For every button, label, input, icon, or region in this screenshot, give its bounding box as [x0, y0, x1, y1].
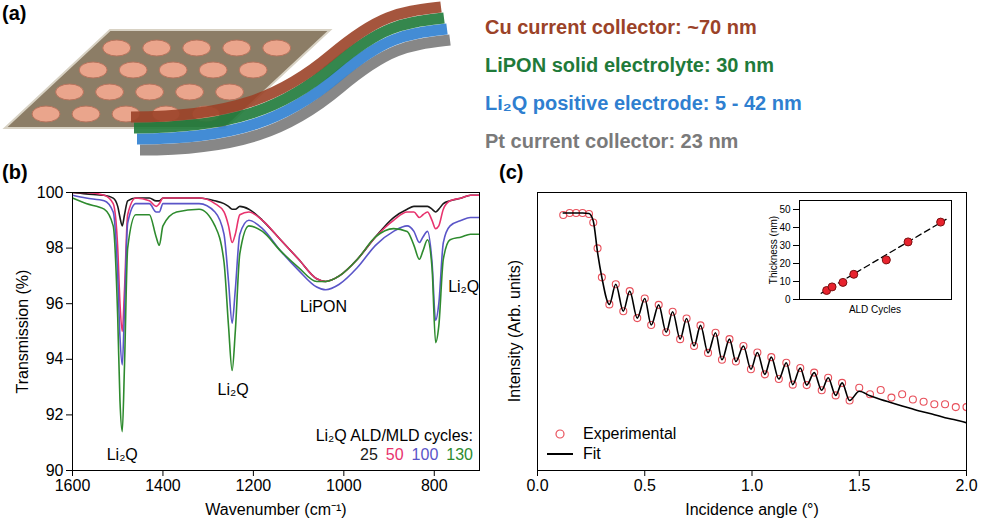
html-text:25: 25: [360, 446, 378, 463]
svg-text:100: 100: [37, 184, 64, 201]
svg-text:1.0: 1.0: [741, 477, 763, 494]
svg-text:800: 800: [421, 477, 448, 494]
html-text:Fit: Fit: [583, 445, 601, 462]
html-text:50: 50: [385, 446, 404, 463]
svg-text:40: 40: [779, 222, 791, 233]
svg-text:Wavenumber (cm⁻¹): Wavenumber (cm⁻¹): [205, 501, 346, 518]
svg-text:96: 96: [46, 295, 64, 312]
html-text:(c): (c): [499, 161, 524, 183]
svg-text:92: 92: [46, 406, 64, 423]
html-text:(b): (b): [2, 161, 28, 183]
html-text:Intensity (Arb. units): Intensity (Arb. units): [506, 259, 523, 403]
svg-text:10: 10: [779, 276, 791, 287]
svg-text:2.0: 2.0: [955, 477, 977, 494]
svg-text:1000: 1000: [326, 477, 362, 494]
html-text:130: 130: [446, 446, 473, 463]
svg-text:1.5: 1.5: [848, 477, 870, 494]
svg-text:98: 98: [46, 239, 64, 256]
html-text:100: 100: [411, 446, 439, 463]
html-text:ALD Cycles: ALD Cycles: [848, 304, 902, 315]
svg-text:Li₂Q positive electrode: 5 - 4: Li₂Q positive electrode: 5 - 42 nm: [485, 92, 802, 114]
html-text:Li₂Q ALD/MLD cycles:: Li₂Q ALD/MLD cycles:: [315, 427, 473, 444]
svg-text:20: 20: [779, 258, 791, 269]
svg-text:1600: 1600: [55, 477, 91, 494]
svg-text:50: 50: [779, 204, 791, 215]
svg-text:0.0: 0.0: [526, 477, 548, 494]
svg-text:Incidence angle (°): Incidence angle (°): [685, 501, 819, 518]
svg-text:Transmission (%): Transmission (%): [14, 270, 31, 394]
svg-text:1400: 1400: [145, 477, 181, 494]
svg-text:Li₂Q: Li₂Q: [448, 278, 479, 295]
svg-text:LiPON solid electrolyte: 30 nm: LiPON solid electrolyte: 30 nm: [485, 54, 774, 76]
svg-text:90: 90: [45, 461, 64, 479]
svg-text:Pt current collector: 23 nm: Pt current collector: 23 nm: [485, 130, 738, 152]
svg-text:0: 0: [785, 294, 791, 305]
svg-text:Cu current collector: ~70 nm: Cu current collector: ~70 nm: [485, 16, 757, 38]
html-text:Experimental: Experimental: [583, 425, 677, 442]
svg-text:Thickness (nm): Thickness (nm): [768, 216, 779, 284]
svg-text:1200: 1200: [236, 477, 272, 494]
svg-text:Li₂Q: Li₂Q: [217, 381, 248, 398]
svg-text:30: 30: [779, 240, 791, 251]
svg-text:(a): (a): [2, 2, 26, 24]
svg-text:94: 94: [46, 350, 64, 367]
svg-text:Li₂Q: Li₂Q: [107, 446, 138, 463]
svg-text:LiPON: LiPON: [300, 298, 347, 315]
svg-text:0.5: 0.5: [634, 477, 656, 494]
